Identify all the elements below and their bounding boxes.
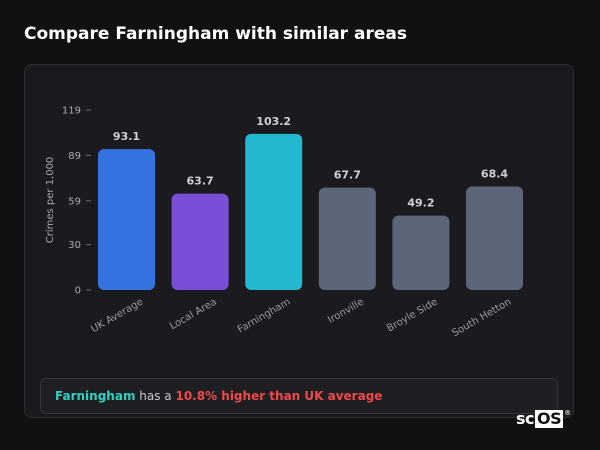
y-axis-ticks: 0 30 59 89 119 [62, 106, 91, 297]
value-label-3: 67.7 [334, 169, 361, 182]
category-label-4: Broyle Side [385, 297, 439, 335]
bar-farningham [245, 133, 303, 290]
category-label-2: Farningham [236, 297, 293, 336]
value-label-4: 49.2 [407, 197, 434, 210]
bar-ironville [318, 187, 376, 290]
logo-text: sc [516, 409, 535, 428]
category-label-5: South Hetton [450, 297, 513, 340]
y-tick-label-3: 89 [68, 151, 81, 162]
category-label-3: Ironville [326, 297, 366, 326]
category-label-1: Local Area [168, 297, 219, 333]
category-labels: UK Average Local Area Farningham Ironville B… [89, 297, 513, 340]
y-tick-label-4: 119 [62, 106, 81, 117]
summary-difference: 10.8% higher than UK average [175, 389, 383, 403]
y-tick-label-1: 30 [68, 240, 81, 251]
y-axis-label: Crimes per 1,000 [45, 157, 56, 244]
comparison-summary: Farningham has a 10.8% higher than UK av… [40, 378, 558, 414]
scos-logo: sc OS ® [516, 409, 571, 428]
registered-mark: ® [564, 409, 571, 417]
logo-box-text: OS [535, 408, 564, 428]
summary-area-name: Farningham [55, 389, 136, 403]
bars [98, 133, 523, 290]
value-label-5: 68.4 [481, 168, 508, 181]
y-tick-label-2: 59 [68, 196, 81, 207]
page-title: Compare Farningham with similar areas [24, 24, 407, 44]
value-label-0: 93.1 [113, 130, 140, 143]
value-label-2: 103.2 [256, 115, 291, 128]
bar-south-hetton [466, 186, 523, 290]
bar-local-area [171, 193, 229, 290]
bar-chart: Crimes per 1,000 0 30 59 89 119 93.1 63.7 103.… [45, 106, 523, 340]
bar-uk-average [98, 149, 155, 290]
value-labels: 93.1 63.7 103.2 67.7 49.2 68.4 [113, 115, 508, 210]
y-tick-label-0: 0 [75, 286, 81, 297]
summary-connector: has a [135, 389, 176, 403]
category-label-0: UK Average [89, 297, 145, 336]
value-label-1: 63.7 [187, 175, 214, 188]
bar-broyle-side [392, 215, 450, 290]
